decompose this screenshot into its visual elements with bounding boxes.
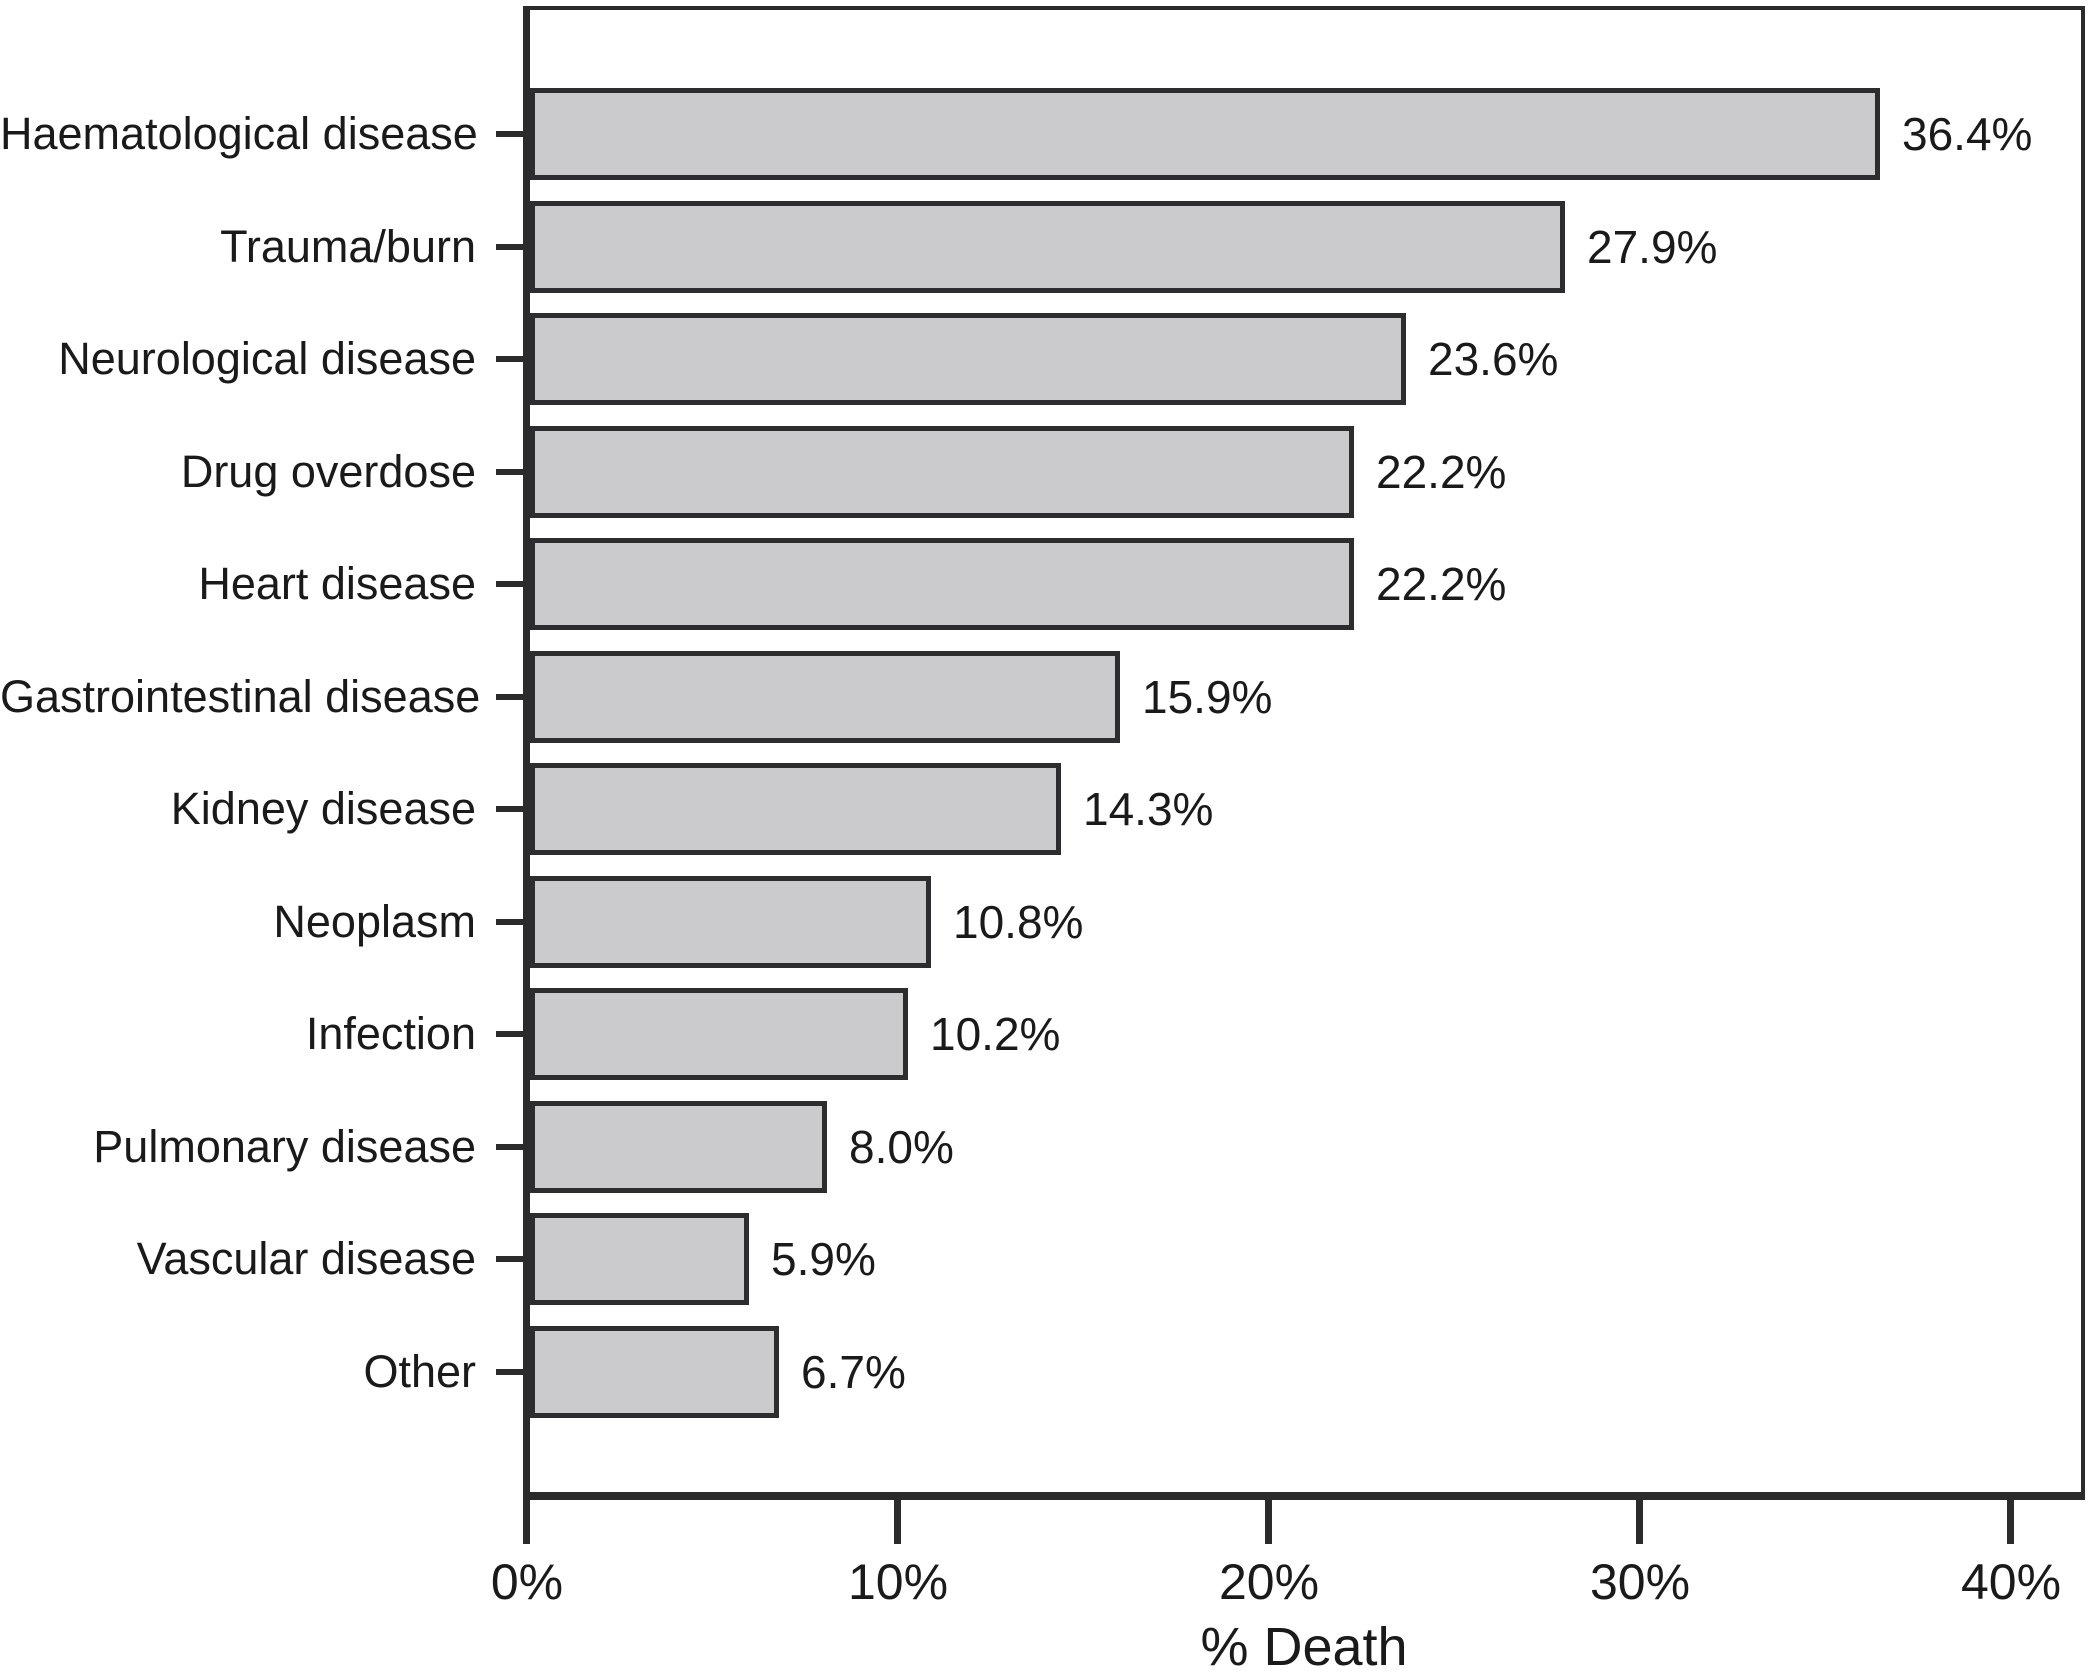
- bar-value-label: 10.8%: [953, 896, 1084, 948]
- x-axis-title: % Death: [1200, 1617, 1408, 1671]
- category-label: Kidney disease: [170, 783, 476, 834]
- y-axis-tick: [496, 244, 523, 250]
- y-axis-tick: [496, 1031, 523, 1037]
- bar: [530, 1101, 827, 1193]
- bar-value-label: 22.2%: [1376, 558, 1507, 610]
- x-axis-tick: [894, 1500, 901, 1544]
- x-axis-tick: [1265, 1500, 1272, 1544]
- bar: [530, 1326, 779, 1418]
- x-axis-tick: [523, 1500, 530, 1544]
- y-axis-tick: [496, 1144, 523, 1150]
- y-axis-tick: [496, 356, 523, 362]
- x-axis-tick-label: 40%: [1960, 1554, 2062, 1610]
- y-axis-tick: [496, 131, 523, 137]
- y-axis-tick: [496, 469, 523, 475]
- bar: [530, 426, 1354, 518]
- bar: [530, 651, 1120, 743]
- category-label: Vascular disease: [136, 1233, 476, 1284]
- category-label: Heart disease: [198, 558, 476, 609]
- bar-value-label: 23.6%: [1428, 333, 1559, 385]
- category-label: Haematological disease: [0, 108, 478, 159]
- category-label: Gastrointestinal disease: [0, 671, 481, 722]
- bar-value-label: 15.9%: [1142, 671, 1273, 723]
- bar: [530, 88, 1880, 180]
- bar: [530, 538, 1354, 630]
- bar-value-label: 8.0%: [849, 1121, 954, 1173]
- bar: [530, 988, 908, 1080]
- bar-value-label: 27.9%: [1587, 221, 1718, 273]
- bar: [530, 876, 931, 968]
- bar-value-label: 22.2%: [1376, 446, 1507, 498]
- category-label: Drug overdose: [180, 446, 476, 497]
- bar-value-label: 36.4%: [1902, 108, 2033, 160]
- y-axis-tick: [496, 1256, 523, 1262]
- category-label: Neoplasm: [273, 896, 476, 947]
- bar-value-label: 5.9%: [771, 1233, 876, 1285]
- x-axis-tick: [1636, 1500, 1643, 1544]
- y-axis-tick: [496, 919, 523, 925]
- y-axis-tick: [496, 581, 523, 587]
- category-label: Neurological disease: [58, 333, 476, 384]
- category-label: Other: [363, 1346, 476, 1397]
- bar: [530, 763, 1061, 855]
- y-axis-tick: [496, 1369, 523, 1375]
- bar-value-label: 6.7%: [801, 1346, 906, 1398]
- category-label: Pulmonary disease: [93, 1121, 476, 1172]
- x-axis-tick-label: 30%: [1589, 1554, 1691, 1610]
- bar-value-label: 14.3%: [1083, 783, 1214, 835]
- category-label: Infection: [305, 1008, 476, 1059]
- x-axis-tick-label: 20%: [1218, 1554, 1320, 1610]
- y-axis-tick: [496, 694, 523, 700]
- bar: [530, 313, 1406, 405]
- bar-value-label: 10.2%: [930, 1008, 1061, 1060]
- bar: [530, 1213, 749, 1305]
- x-axis-tick: [2007, 1500, 2014, 1544]
- category-label: Trauma/burn: [220, 221, 476, 272]
- x-axis-tick-label: 0%: [490, 1554, 564, 1610]
- y-axis-tick: [496, 806, 523, 812]
- bar: [530, 201, 1565, 293]
- x-axis-tick-label: 10%: [847, 1554, 949, 1610]
